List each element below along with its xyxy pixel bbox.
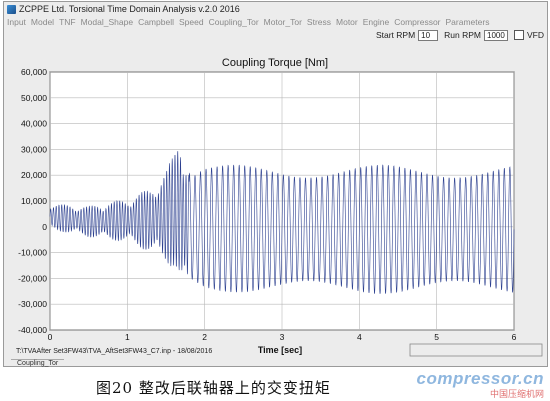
y-tick-label: -40,000 — [18, 325, 47, 335]
y-tick-label: 30,000 — [21, 144, 47, 154]
vfd-label: VFD — [527, 30, 544, 40]
menu-tnf[interactable]: TNF — [59, 17, 76, 27]
menu-coupling-tor[interactable]: Coupling_Tor — [208, 17, 259, 27]
chart-title: Coupling Torque [Nm] — [222, 57, 328, 69]
menu-motor[interactable]: Motor — [336, 17, 358, 27]
watermark-subtitle: 中国压缩机网 — [489, 389, 544, 399]
menu-parameters[interactable]: Parameters — [445, 17, 490, 27]
y-tick-label: 50,000 — [21, 93, 47, 103]
watermark-logo: compressor.cn — [416, 369, 544, 388]
menu-motor-tor[interactable]: Motor_Tor — [263, 17, 302, 27]
app-icon — [7, 4, 16, 14]
menu-campbell[interactable]: Campbell — [138, 17, 174, 27]
rpm-toolbar: Start RPM 10 Run RPM 1000 VFD — [376, 28, 544, 42]
menu-engine[interactable]: Engine — [362, 17, 390, 27]
tab-coupling-tor[interactable]: Coupling_Tor — [11, 359, 65, 368]
x-tick-label: 5 — [434, 332, 439, 342]
y-tick-label: -10,000 — [18, 248, 47, 258]
menu-input[interactable]: Input — [7, 17, 26, 27]
x-tick-label: 0 — [48, 332, 53, 342]
menu-modal-shape[interactable]: Modal_Shape — [80, 17, 134, 27]
title-bar: ZCPPE Ltd. Torsional Time Domain Analysi… — [4, 2, 547, 16]
menu-bar: Input Model TNF Modal_Shape Campbell Spe… — [4, 16, 547, 28]
run-rpm-label: Run RPM — [444, 30, 481, 40]
y-tick-label: 0 — [42, 222, 47, 232]
y-tick-label: -30,000 — [18, 299, 47, 309]
start-rpm-label: Start RPM — [375, 30, 416, 40]
start-rpm-input[interactable]: 10 — [418, 29, 439, 41]
x-tick-label: 4 — [357, 332, 362, 342]
y-tick-label: -20,000 — [18, 273, 47, 283]
torque-trace — [49, 151, 515, 295]
window-title: ZCPPE Ltd. Torsional Time Domain Analysi… — [19, 4, 240, 14]
x-tick-label: 2 — [202, 332, 207, 342]
watermark: compressor.cn 中国压缩机网 — [417, 369, 544, 400]
coupling-torque-chart: Coupling Torque [Nm] 60,000 50,000 40,000 3… — [6, 43, 546, 358]
y-tick-label: 20,000 — [21, 170, 47, 180]
y-axis-ticks: 60,000 50,000 40,000 30,000 20,000 10,000 0 -10… — [18, 67, 47, 335]
x-tick-label: 6 — [512, 332, 517, 342]
y-tick-label: 10,000 — [21, 196, 47, 206]
y-tick-label: 60,000 — [21, 67, 47, 77]
x-tick-label: 3 — [280, 332, 285, 342]
menu-speed[interactable]: Speed — [178, 17, 204, 27]
menu-model[interactable]: Model — [30, 17, 55, 27]
figure-caption: 图20 整改后联轴器上的交变扭矩 — [96, 379, 331, 397]
menu-stress[interactable]: Stress — [306, 17, 332, 27]
plot-panel: Coupling Torque [Nm] 60,000 50,000 40,000 3… — [6, 43, 546, 358]
status-box — [409, 343, 543, 357]
x-axis-label: Time [sec] — [258, 345, 302, 355]
vfd-checkbox[interactable] — [514, 30, 524, 40]
run-rpm-input[interactable]: 1000 — [484, 29, 508, 41]
app-window: ZCPPE Ltd. Torsional Time Domain Analysi… — [3, 1, 548, 367]
menu-compressor[interactable]: Compressor — [394, 17, 441, 27]
torque-series-line — [49, 151, 515, 295]
x-tick-label: 1 — [125, 332, 130, 342]
y-tick-label: 40,000 — [21, 119, 47, 129]
x-axis-ticks: 0 1 2 3 4 5 6 — [48, 332, 517, 342]
file-path-label: T:\TVAAfter Set3FW43\TVA_AftSet3FW43_C7.… — [16, 348, 212, 355]
